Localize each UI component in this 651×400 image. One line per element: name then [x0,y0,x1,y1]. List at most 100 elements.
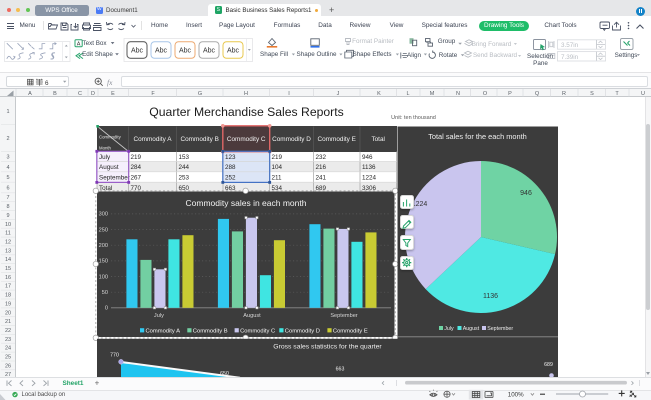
svg-text:fx: fx [107,78,113,87]
svg-text:12: 12 [5,240,11,246]
svg-text:C: C [78,91,82,97]
svg-text:September: September [487,326,513,332]
svg-text:Total: Total [371,136,385,143]
svg-text:288: 288 [225,164,236,171]
svg-text:267: 267 [131,175,142,182]
svg-text:250: 250 [99,227,108,233]
svg-text:N: N [456,91,460,97]
svg-text:O: O [483,91,488,97]
svg-text:B: B [53,91,57,97]
svg-text:Commodity B: Commodity B [193,328,228,334]
svg-text:Q: Q [535,91,540,97]
svg-text:4: 4 [6,165,9,171]
svg-text:F: F [151,91,155,97]
svg-text:17: 17 [5,284,11,290]
svg-text:5: 5 [6,175,9,181]
svg-text:6: 6 [45,80,49,87]
svg-text:100: 100 [99,274,108,280]
svg-text:22: 22 [5,328,11,334]
svg-text:3.57in: 3.57in [561,42,579,49]
svg-text:104: 104 [272,164,283,171]
svg-text:R: R [562,91,566,97]
svg-text:A: A [77,42,81,48]
svg-text:Abc: Abc [227,48,240,55]
svg-text:20: 20 [5,310,11,316]
svg-text:16: 16 [5,275,11,281]
svg-text:150: 150 [99,259,108,265]
svg-text:153: 153 [179,154,190,161]
svg-text:August: August [463,326,480,332]
svg-text:253: 253 [179,175,190,182]
svg-text:Commodity D: Commodity D [272,136,311,143]
svg-text:9: 9 [6,213,9,219]
svg-text:1: 1 [6,109,9,115]
svg-text:M: M [430,91,435,97]
svg-text:19: 19 [5,301,11,307]
svg-text:15: 15 [5,266,11,272]
svg-text:Commodity D: Commodity D [285,328,320,334]
svg-text:P: P [508,91,512,97]
svg-text:Commodity E: Commodity E [333,328,368,334]
svg-text:10: 10 [5,222,11,228]
svg-text:211: 211 [272,175,283,182]
svg-text:663: 663 [336,366,345,372]
svg-text:300: 300 [99,212,108,218]
svg-text:770: 770 [131,185,142,192]
svg-text:L: L [406,91,409,97]
svg-text:July: July [444,326,454,332]
svg-text:7: 7 [6,195,9,201]
svg-text:Gross sales statistics for the: Gross sales statistics for the quarter [273,344,382,351]
svg-text:Commodity: Commodity [99,135,122,140]
svg-text:946: 946 [520,190,532,197]
svg-text:August: August [99,164,119,171]
svg-text:H: H [244,91,248,97]
svg-text:U: U [641,91,645,97]
svg-text:A: A [28,91,32,97]
svg-text:Total sales for the each month: Total sales for the each month [428,132,527,141]
svg-text:G: G [198,91,202,97]
svg-text:100%: 100% [508,392,524,399]
svg-text:K: K [377,91,381,97]
svg-text:Total: Total [99,185,112,192]
svg-text:Abc: Abc [203,48,216,55]
svg-text:Month: Month [99,145,112,150]
svg-text:26: 26 [5,363,11,369]
svg-text:Commodity B: Commodity B [181,136,219,143]
svg-text:1224: 1224 [412,201,428,208]
svg-text:August: August [243,313,261,319]
svg-text:252: 252 [225,175,236,182]
svg-text:3306: 3306 [362,185,377,192]
svg-text:534: 534 [272,185,283,192]
svg-text:14: 14 [5,257,11,263]
svg-text:D: D [91,91,95,97]
svg-text:689: 689 [316,185,327,192]
svg-text:946: 946 [362,154,373,161]
svg-text:24: 24 [5,346,11,352]
svg-text:T: T [615,91,619,97]
svg-text:I: I [288,91,290,97]
svg-text:2: 2 [6,136,9,142]
svg-text:Commodity sales in each month: Commodity sales in each month [186,198,307,208]
svg-text:3: 3 [6,155,9,161]
svg-text:Sheet1: Sheet1 [63,380,84,387]
svg-text:Commodity C: Commodity C [227,136,266,143]
svg-text:Commodity A: Commodity A [133,136,172,143]
svg-text:1224: 1224 [362,175,377,182]
svg-text:1136: 1136 [362,164,376,171]
svg-text:284: 284 [131,164,142,171]
svg-text:S: S [590,91,594,97]
svg-text:663: 663 [225,185,236,192]
svg-text:50: 50 [102,290,108,296]
svg-text:Commodity E: Commodity E [318,136,356,143]
svg-text:11: 11 [5,231,11,237]
svg-text:6: 6 [6,186,9,192]
svg-text:219: 219 [272,154,283,161]
svg-text:July: July [99,154,111,161]
svg-text:Commodity C: Commodity C [240,328,275,334]
svg-text:650: 650 [179,185,190,192]
svg-text:18: 18 [5,293,11,299]
svg-text:E: E [111,91,115,97]
svg-text:1136: 1136 [483,293,498,300]
svg-text:0: 0 [105,306,108,312]
svg-text:September: September [330,313,357,319]
